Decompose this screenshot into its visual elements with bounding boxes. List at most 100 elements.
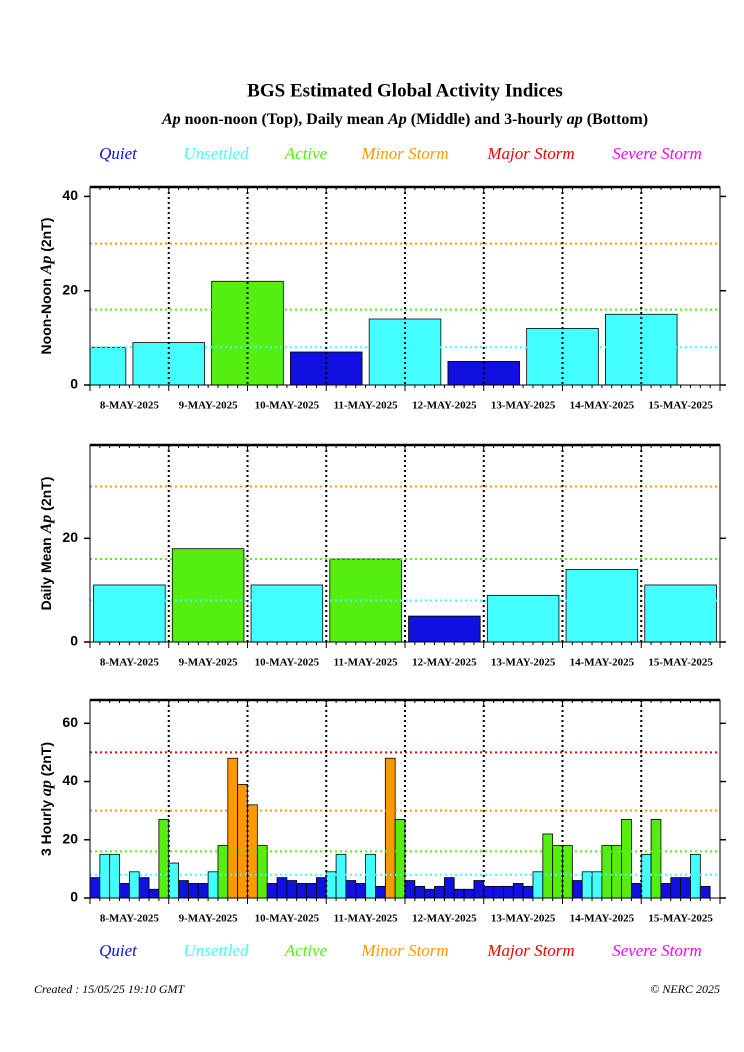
legend-entry: Active [284, 941, 328, 960]
bar [99, 853, 111, 898]
y-tick-label: 20 [62, 830, 78, 846]
plot-area [90, 757, 711, 898]
x-tick-label: 13-MAY-2025 [491, 913, 556, 925]
bar [217, 845, 229, 898]
y-tick-label: 0 [70, 633, 78, 649]
bar [503, 885, 514, 898]
legend-entry: Major Storm [486, 941, 574, 960]
subtitle-part: Ap [387, 111, 407, 128]
bar [316, 877, 327, 898]
y-axis-label-part: Noon-Noon [38, 274, 54, 354]
bar [473, 880, 485, 898]
legend-entry: Severe Storm [612, 144, 702, 163]
bar [168, 862, 179, 898]
bar [424, 888, 435, 898]
subtitle: Ap noon-noon (Top), Daily mean Ap (Middl… [161, 111, 648, 128]
legend-entry: Minor Storm [360, 144, 448, 163]
bar [690, 853, 701, 898]
bar [526, 328, 599, 385]
bar [565, 569, 639, 642]
bar [408, 615, 481, 642]
x-tick-label: 10-MAY-2025 [255, 400, 320, 412]
bar [621, 818, 632, 898]
y-tick-label: 60 [62, 714, 78, 730]
bar [197, 883, 209, 898]
y-axis-label-part: (2nT) [38, 477, 54, 515]
bar [601, 845, 613, 898]
y-axis-label-part: Ap [38, 515, 55, 535]
copyright: © NERC 2025 [650, 982, 720, 996]
bar [631, 883, 642, 898]
legend-entry: Unsettled [183, 941, 249, 960]
bar [335, 853, 347, 898]
subtitle-part: ap [567, 111, 583, 128]
x-tick-label: 11-MAY-2025 [334, 400, 398, 412]
x-tick-label: 14-MAY-2025 [570, 657, 635, 669]
bar [463, 888, 475, 898]
x-tick-label: 12-MAY-2025 [412, 657, 477, 669]
subtitle-part: Ap [161, 111, 181, 128]
bar [650, 818, 662, 898]
bar [512, 883, 524, 898]
bar [171, 548, 245, 642]
bar [158, 818, 170, 898]
y-tick-label: 20 [62, 281, 78, 297]
bar [394, 818, 406, 898]
bar [611, 845, 622, 898]
y-tick-label: 40 [62, 772, 78, 788]
bar [296, 883, 307, 898]
bar [532, 871, 544, 898]
subtitle-part: noon-noon (Top), Daily mean [181, 111, 388, 128]
bar [227, 757, 239, 898]
x-tick-label: 14-MAY-2025 [570, 400, 635, 412]
y-tick-label: 40 [62, 187, 78, 203]
created: Created : 15/05/25 19:10 GMT [34, 982, 186, 996]
bar [90, 346, 127, 385]
x-tick-label: 8-MAY-2025 [100, 400, 160, 412]
x-tick-label: 8-MAY-2025 [100, 913, 160, 925]
x-tick-label: 13-MAY-2025 [491, 400, 556, 412]
legend-entry: Active [284, 144, 328, 163]
bar [483, 885, 494, 898]
y-axis-label: 3 Hourly ap (2nT) [38, 742, 55, 856]
bar [562, 845, 573, 898]
y-tick-label: 0 [70, 376, 78, 392]
bar [542, 833, 554, 898]
legend-entry: Severe Storm [612, 941, 702, 960]
bar [644, 584, 717, 642]
x-tick-label: 10-MAY-2025 [255, 913, 320, 925]
bar [375, 885, 386, 898]
bar [680, 877, 691, 898]
x-tick-label: 14-MAY-2025 [570, 913, 635, 925]
bar [286, 880, 298, 898]
bar [699, 885, 711, 898]
legend-entry: Quiet [99, 144, 138, 163]
y-axis-label-part: (2nT) [38, 218, 54, 256]
bar [414, 885, 426, 898]
plot-area [93, 548, 717, 642]
legend-entry: Major Storm [486, 144, 574, 163]
bar [276, 877, 288, 898]
bar [453, 888, 465, 898]
x-tick-label: 11-MAY-2025 [334, 913, 398, 925]
x-tick-label: 9-MAY-2025 [179, 657, 239, 669]
bar [128, 871, 140, 898]
bar [237, 784, 248, 898]
bar [404, 880, 416, 898]
x-tick-label: 15-MAY-2025 [648, 657, 713, 669]
bar [605, 313, 678, 385]
bar [660, 883, 672, 898]
legend-entry: Minor Storm [360, 941, 448, 960]
bar [93, 584, 166, 642]
bar [365, 853, 376, 898]
x-tick-label: 8-MAY-2025 [100, 657, 160, 669]
bar [571, 880, 583, 898]
bar [581, 871, 593, 898]
bar [148, 888, 160, 898]
y-tick-label: 20 [62, 529, 78, 545]
bar [90, 877, 101, 898]
x-tick-label: 9-MAY-2025 [179, 400, 239, 412]
bar [443, 877, 455, 898]
y-axis-label: Noon-Noon Ap (2nT) [38, 218, 55, 355]
y-axis-label-part: ap [38, 780, 55, 796]
